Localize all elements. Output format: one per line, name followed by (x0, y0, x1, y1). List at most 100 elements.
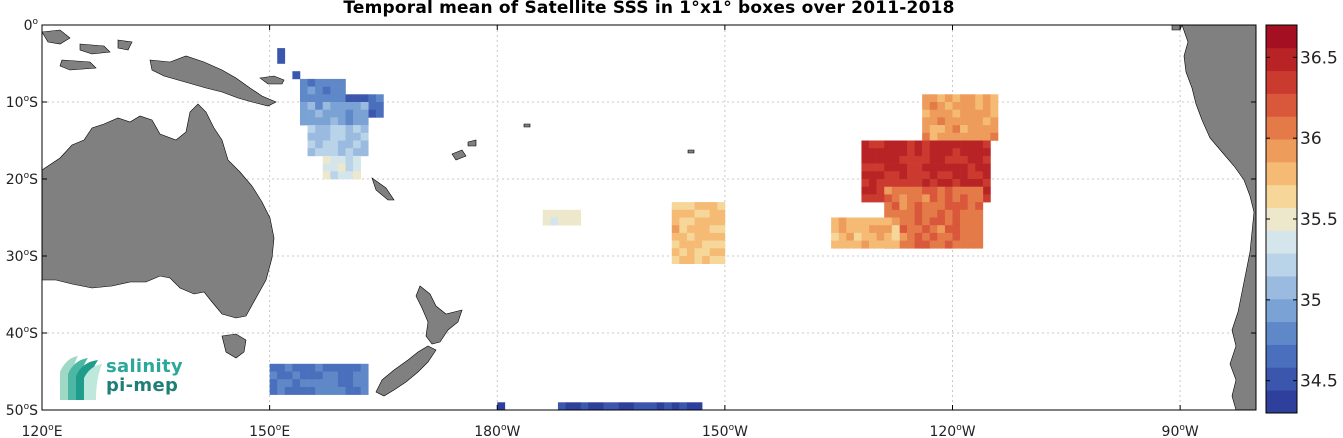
sss-cell (330, 117, 339, 126)
sss-cell (322, 132, 331, 141)
sss-cell (990, 132, 999, 141)
sss-cell (876, 171, 885, 180)
sss-cell (906, 194, 915, 203)
sss-cell (337, 117, 346, 126)
sss-cell (906, 209, 915, 218)
sss-cell (967, 225, 976, 234)
sss-cell (299, 94, 308, 103)
colorbar-swatch (1266, 161, 1297, 186)
colorbar-swatch (1266, 367, 1297, 391)
sss-cell (861, 186, 870, 195)
sss-cell (967, 209, 976, 218)
sss-cell (550, 217, 559, 226)
sss-cell (937, 171, 946, 180)
sss-cell (975, 240, 984, 249)
sss-cell (922, 102, 931, 110)
sss-cell (853, 232, 862, 241)
sss-cell (626, 402, 635, 411)
sss-cell (937, 102, 946, 110)
sss-cell (922, 117, 931, 126)
sss-cell (899, 232, 908, 241)
x-tick-label: 150oE (249, 423, 290, 438)
sss-cell (353, 171, 361, 180)
sss-cell (960, 125, 968, 134)
y-tick-label: 20oS (6, 171, 38, 188)
sss-cell (960, 217, 968, 226)
sss-cell (360, 132, 369, 141)
sss-cell (937, 202, 946, 211)
sss-cell (982, 132, 991, 141)
sss-cell (922, 163, 931, 172)
land-south-america (1181, 24, 1257, 411)
sss-cell (550, 209, 559, 218)
sss-cell (937, 140, 946, 149)
sss-cell (952, 209, 961, 218)
sss-cell (929, 171, 938, 180)
sss-cell (717, 225, 726, 234)
sss-cell (922, 194, 931, 203)
land-australia (41, 103, 275, 319)
sss-cell (876, 194, 885, 203)
sss-cell (967, 117, 976, 126)
sss-cell (337, 78, 346, 87)
sss-cell (315, 148, 324, 157)
sss-cell (557, 402, 566, 411)
sss-cell (337, 94, 346, 103)
sss-cell (937, 194, 946, 203)
sss-cell (299, 386, 308, 395)
sss-cell (891, 155, 900, 164)
sss-cell (322, 102, 331, 110)
sss-cell (937, 240, 946, 249)
sss-cell (944, 225, 953, 234)
sss-cell (686, 240, 695, 249)
sss-cell (944, 202, 953, 211)
sss-cell (952, 140, 961, 149)
sss-cell (906, 232, 915, 241)
sss-cell (975, 148, 984, 157)
sss-cell (353, 371, 361, 380)
sss-cell (967, 240, 976, 249)
sss-cell (360, 379, 369, 388)
sss-cell (709, 232, 718, 241)
sss-cell (884, 171, 893, 180)
sss-cell (565, 217, 574, 226)
logo-text-pimep: pi-mep (106, 375, 179, 396)
sss-cell (671, 232, 680, 241)
colorbar-swatch (1266, 298, 1297, 323)
sss-cell (307, 386, 316, 395)
y-axis-ticks: 0o 10oS 20oS 30oS 40oS 50oS (6, 17, 1256, 419)
colorbar-tick-label: 35.5 (1300, 210, 1338, 230)
sss-cell (982, 140, 991, 149)
sss-cell (876, 179, 885, 187)
sss-cell (929, 163, 938, 172)
sss-cell (353, 140, 361, 149)
sss-cell (975, 125, 984, 134)
sss-cell (337, 363, 346, 372)
sss-cell (307, 148, 316, 157)
sss-cell (315, 78, 324, 87)
sss-cell (322, 109, 331, 118)
sss-cell (831, 232, 839, 241)
sss-cell (922, 155, 931, 164)
sss-cell (861, 232, 870, 241)
sss-cell (869, 163, 877, 172)
sss-cell (315, 117, 324, 126)
sss-cell (269, 371, 278, 380)
sss-cell (975, 202, 984, 211)
sss-cell (353, 386, 361, 395)
sss-cell (899, 155, 908, 164)
sss-cell (292, 363, 301, 372)
sss-cell (937, 109, 946, 118)
sss-cell (944, 109, 953, 118)
sss-cell (975, 94, 984, 103)
land-tasmania (221, 333, 247, 359)
sss-cell (884, 155, 893, 164)
sss-cell (884, 209, 893, 218)
sss-cell (914, 232, 923, 241)
sss-cell (679, 232, 688, 241)
sss-cell (846, 232, 855, 241)
sss-cell (975, 109, 984, 118)
sss-cell (922, 94, 931, 103)
sss-cell (315, 140, 324, 149)
sss-cell (967, 155, 976, 164)
